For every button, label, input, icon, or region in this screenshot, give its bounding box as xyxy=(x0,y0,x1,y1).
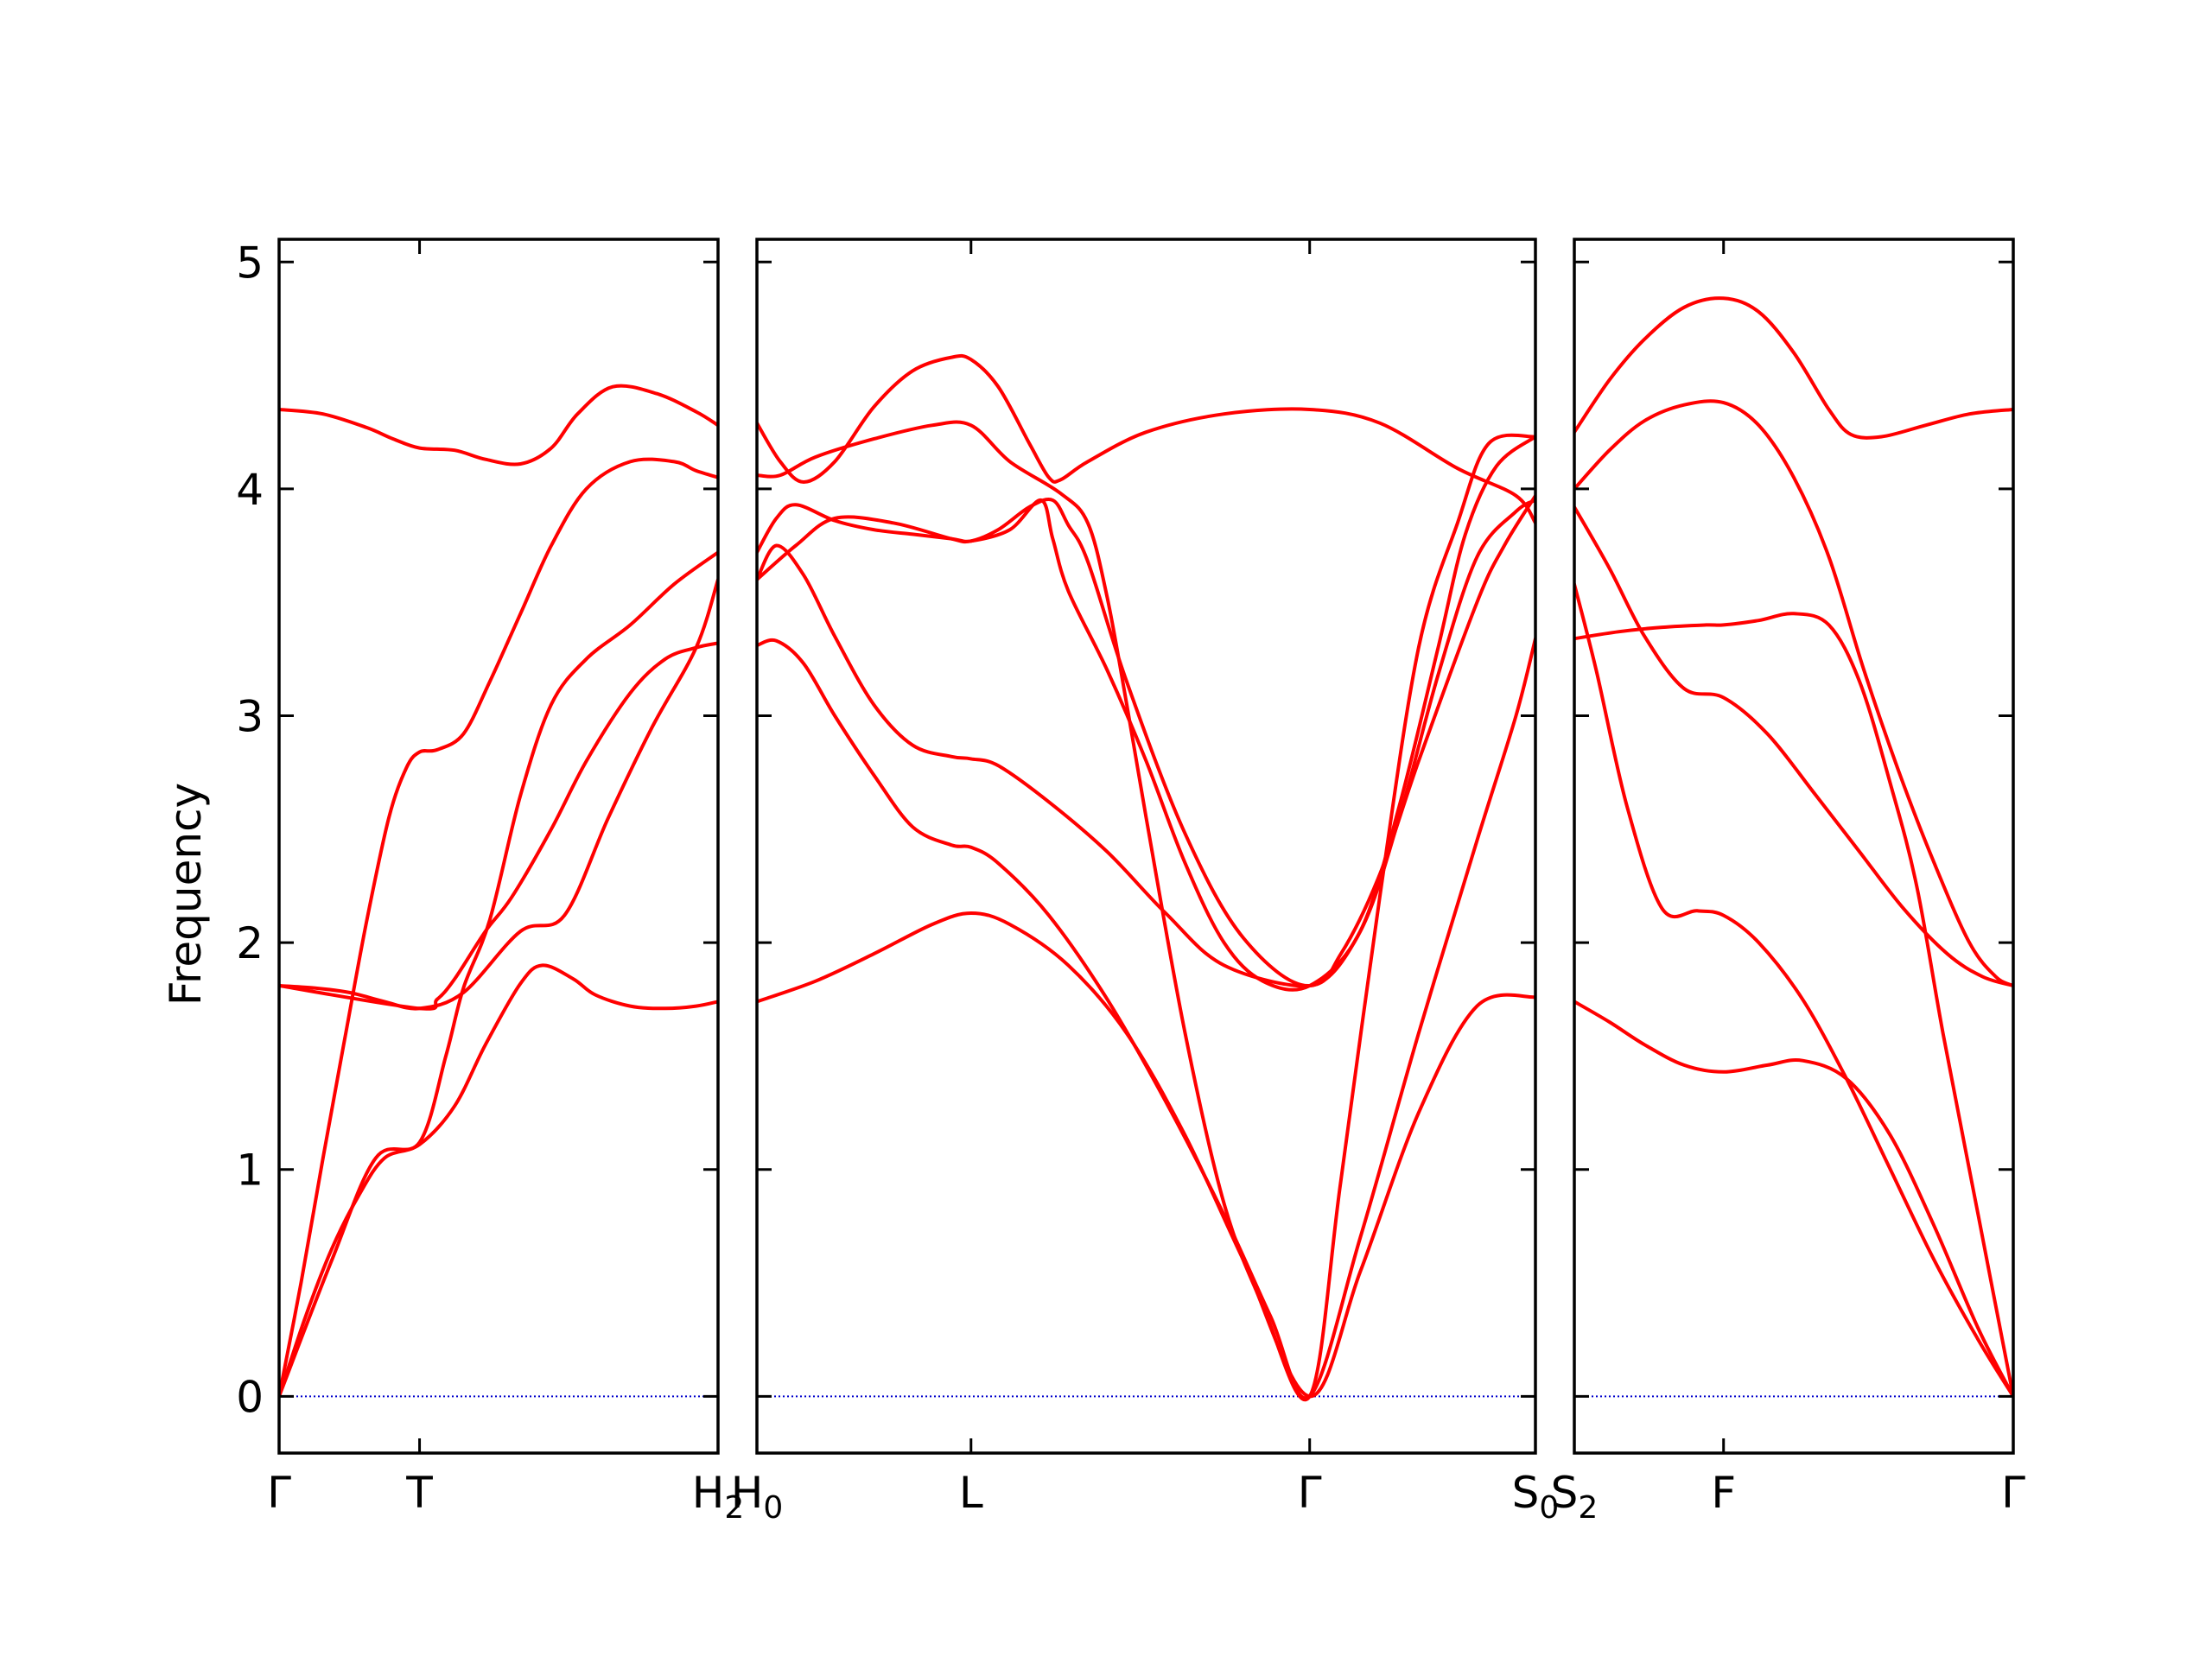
phonon-band-2 xyxy=(1574,582,2013,1399)
phonon-band-3 xyxy=(757,493,1535,988)
phonon-band-3 xyxy=(1574,612,2013,1399)
x-tick-label-main: T xyxy=(405,1468,433,1518)
panel-1 xyxy=(277,238,720,1455)
x-tick-label: H2 xyxy=(692,1468,745,1526)
x-tick-label-main: H xyxy=(731,1468,764,1518)
y-tick-label: 1 xyxy=(236,1146,264,1196)
phonon-band-6 xyxy=(1574,296,2013,440)
phonon-band-1 xyxy=(279,577,718,1011)
x-tick-label-subscript: 0 xyxy=(1539,1490,1559,1526)
x-tick-label-main: S xyxy=(1512,1468,1540,1518)
panel-2 xyxy=(755,238,1537,1455)
phonon-band-5 xyxy=(757,497,1535,988)
y-tick-label: 5 xyxy=(236,238,264,288)
phonon-band-3 xyxy=(279,457,718,1399)
x-tick-label-main: Γ xyxy=(267,1468,291,1518)
x-tick-label: S2 xyxy=(1551,1468,1599,1526)
phonon-band-1 xyxy=(1574,1000,2013,1399)
x-tick-label-main: S xyxy=(1551,1468,1579,1518)
band-group xyxy=(757,353,1535,1401)
phonon-band-5 xyxy=(1574,399,2013,987)
phonon-band-1 xyxy=(757,911,1535,1399)
x-tick-label-main: L xyxy=(959,1468,983,1518)
panel-frame xyxy=(755,238,1537,1455)
y-axis-label: Frequency xyxy=(161,783,211,1006)
phonon-band-5 xyxy=(279,550,718,1399)
y-tick-label: 2 xyxy=(236,918,264,968)
x-tick-label: Γ xyxy=(267,1468,291,1518)
x-tick-label: L xyxy=(959,1468,983,1518)
x-tick-label: H0 xyxy=(731,1468,784,1526)
phonon-band-4 xyxy=(757,420,1535,1401)
x-tick-label-main: Γ xyxy=(1298,1468,1322,1518)
band-group xyxy=(1574,296,2013,1399)
x-tick-label: Γ xyxy=(2001,1468,2025,1518)
panel-frame xyxy=(277,238,720,1455)
x-tick-label-subscript: 2 xyxy=(724,1490,744,1526)
x-tick-label-main: Γ xyxy=(2001,1468,2025,1518)
band-group xyxy=(279,384,718,1399)
phonon-band-7 xyxy=(757,435,1535,992)
phonon-band-2 xyxy=(757,637,1535,1400)
x-tick-label-main: F xyxy=(1711,1468,1736,1518)
x-tick-label-subscript: 0 xyxy=(763,1490,783,1526)
phonon-band-6 xyxy=(757,353,1535,525)
phonon-band-4 xyxy=(279,384,718,467)
x-tick-label-main: H xyxy=(692,1468,725,1518)
x-tick-label: Γ xyxy=(1298,1468,1322,1518)
y-tick-label: 4 xyxy=(236,465,264,515)
y-tick-label: 0 xyxy=(236,1372,264,1422)
panel-frame xyxy=(1573,238,2015,1455)
x-tick-label: T xyxy=(405,1468,433,1518)
x-tick-label: F xyxy=(1711,1468,1736,1518)
phonon-band-4 xyxy=(1574,505,2013,987)
phonon-band-2 xyxy=(279,963,718,1399)
x-tick-label-subscript: 2 xyxy=(1578,1490,1598,1526)
panel-3 xyxy=(1573,238,2015,1455)
y-tick-label: 3 xyxy=(236,691,264,741)
x-tick-label: S0 xyxy=(1512,1468,1560,1526)
phonon-band-6 xyxy=(279,641,718,1011)
